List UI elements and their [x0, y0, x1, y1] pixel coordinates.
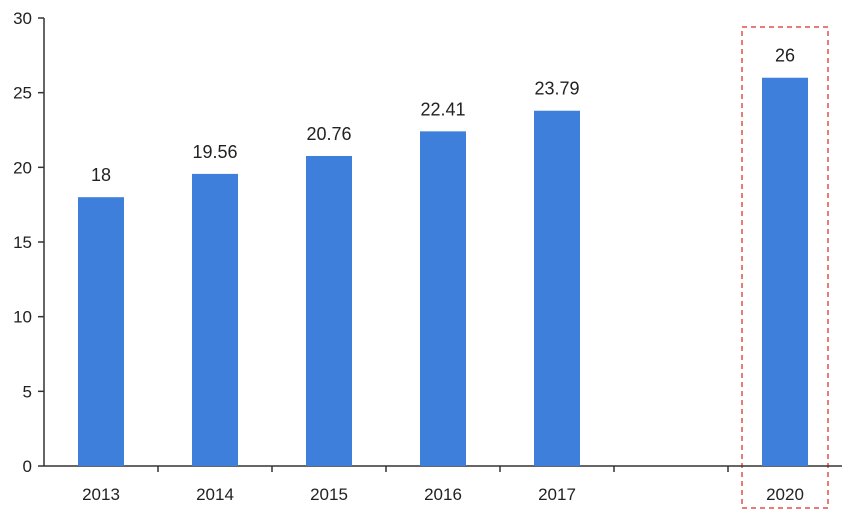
y-tick-label: 20	[13, 158, 32, 177]
data-label: 19.56	[192, 142, 237, 162]
bar	[762, 77, 808, 466]
data-label: 26	[775, 46, 795, 66]
x-tick-label: 2016	[424, 485, 462, 504]
x-tick-label: 2017	[538, 485, 576, 504]
data-label: 23.79	[534, 79, 579, 99]
x-tick-label: 2015	[310, 485, 348, 504]
x-tick-label: 2014	[196, 485, 234, 504]
x-tick-label: 2020	[766, 485, 804, 504]
y-tick-label: 25	[13, 84, 32, 103]
highlight-layer	[741, 26, 829, 509]
y-tick-label: 15	[13, 233, 32, 252]
x-tick-label: 2013	[82, 485, 120, 504]
bar	[78, 197, 124, 466]
labels-layer: 18 2013 19.56 2014 20.76 2015 22.41 2016 23.79 20…	[82, 46, 804, 504]
bar	[192, 173, 238, 467]
data-label: 22.41	[420, 99, 465, 119]
bar	[534, 110, 580, 467]
data-label: 20.76	[306, 124, 351, 144]
data-label: 18	[91, 165, 111, 185]
bar	[306, 155, 352, 466]
highlight-box	[741, 26, 829, 509]
y-tick-label: 5	[23, 382, 32, 401]
bar	[420, 131, 466, 466]
y-tick-label: 0	[23, 457, 32, 476]
y-tick-label: 30	[13, 9, 32, 28]
bars-layer	[78, 77, 808, 467]
y-tick-label: 10	[13, 308, 32, 327]
